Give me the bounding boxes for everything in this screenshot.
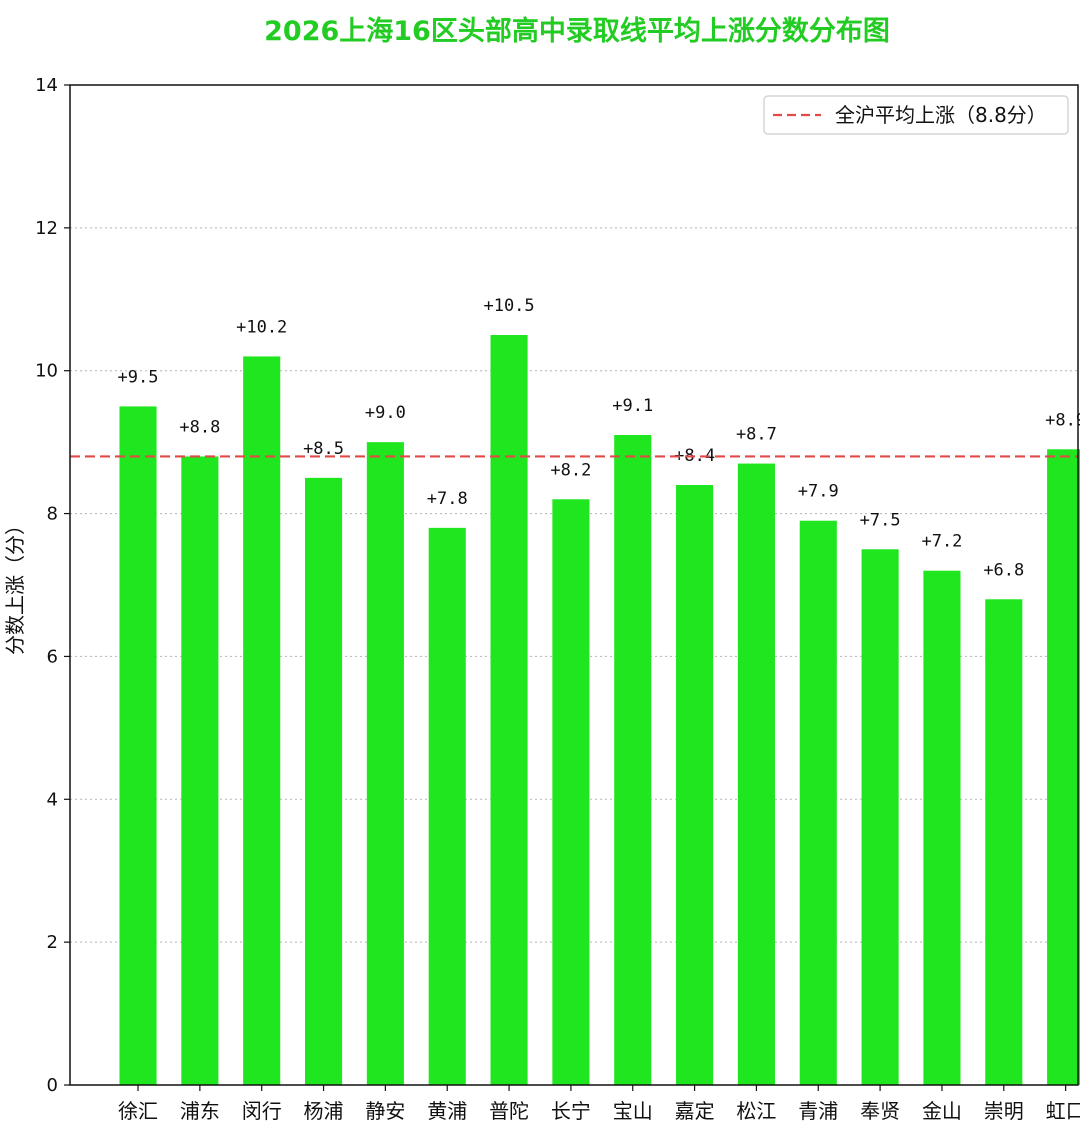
bar-闵行 xyxy=(243,356,281,1085)
x-tick-label: 浦东 xyxy=(180,1099,220,1123)
data-label: +7.5 xyxy=(860,510,901,530)
grid-lines xyxy=(70,227,1078,943)
data-label: +8.8 xyxy=(179,417,220,437)
bar-series xyxy=(119,335,1080,1086)
data-label: +7.2 xyxy=(921,532,962,552)
x-tick-label: 奉贤 xyxy=(860,1099,900,1123)
bar-崇明 xyxy=(985,599,1023,1085)
data-label: +8.9 xyxy=(1045,410,1080,430)
y-tick-label: 6 xyxy=(47,646,58,667)
bar-嘉定 xyxy=(676,485,714,1085)
y-axis-label: 分数上涨（分） xyxy=(3,515,27,655)
y-tick-label: 14 xyxy=(35,75,58,96)
x-tick-label: 宝山 xyxy=(613,1099,653,1123)
data-label: +8.2 xyxy=(550,460,591,480)
bar-长宁 xyxy=(552,499,590,1085)
y-axis-ticks: 0 2 4 6 8 10 12 14 xyxy=(35,75,70,1096)
x-tick-label: 青浦 xyxy=(798,1099,838,1123)
legend: 全沪平均上涨（8.8分） xyxy=(763,95,1069,135)
x-tick-label: 杨浦 xyxy=(304,1099,344,1123)
bar-浦东 xyxy=(181,456,219,1085)
y-tick-label: 8 xyxy=(47,504,58,525)
bar-虹口 xyxy=(1047,449,1080,1085)
plot-frame xyxy=(69,84,1079,1086)
x-tick-label: 闵行 xyxy=(242,1099,282,1123)
bar-金山 xyxy=(923,570,961,1085)
chart-title: 2026上海16区头部高中录取线平均上涨分数分布图 xyxy=(264,15,890,47)
x-tick-label: 松江 xyxy=(736,1099,776,1123)
x-tick-label: 金山 xyxy=(922,1099,962,1123)
data-label: +9.1 xyxy=(612,396,653,416)
data-label: +10.2 xyxy=(236,317,287,337)
x-tick-label: 黄浦 xyxy=(427,1099,467,1123)
data-label: +10.5 xyxy=(483,296,534,316)
data-label: +9.5 xyxy=(118,367,159,387)
data-label: +7.9 xyxy=(798,482,839,502)
y-tick-label: 12 xyxy=(35,218,58,239)
data-label: +6.8 xyxy=(983,560,1024,580)
bar-普陀 xyxy=(490,335,528,1085)
bar-青浦 xyxy=(799,520,837,1085)
legend-label: 全沪平均上涨（8.8分） xyxy=(835,103,1047,127)
bar-松江 xyxy=(737,463,775,1086)
legend-box xyxy=(763,95,1069,135)
data-labels: +9.5 +8.8 +10.2 +8.5 +9.0 +7.8 +10.5 +8.2 +9.1 +8… xyxy=(118,296,1080,580)
x-tick-label: 静安 xyxy=(365,1099,405,1123)
data-label: +8.7 xyxy=(736,425,777,445)
x-tick-label: 普陀 xyxy=(489,1099,529,1123)
bar-静安 xyxy=(366,442,404,1086)
bar-黄浦 xyxy=(428,527,466,1085)
y-tick-label: 2 xyxy=(47,932,58,953)
bar-宝山 xyxy=(614,435,652,1085)
data-label: +9.0 xyxy=(365,403,406,423)
y-tick-label: 4 xyxy=(47,789,58,810)
bar-奉贤 xyxy=(861,549,899,1085)
y-tick-label: 10 xyxy=(35,361,58,382)
x-axis-ticks: 徐汇 浦东 闵行 杨浦 静安 黄浦 普陀 长宁 宝山 嘉定 松江 青浦 奉贤 金山 崇明 虹口 xyxy=(118,1085,1080,1123)
bar-杨浦 xyxy=(304,477,343,1085)
x-tick-label: 徐汇 xyxy=(118,1099,158,1123)
y-tick-label: 0 xyxy=(47,1075,58,1096)
x-tick-label: 虹口 xyxy=(1046,1099,1080,1123)
bar-徐汇 xyxy=(119,406,157,1085)
x-tick-label: 嘉定 xyxy=(675,1099,715,1123)
data-label: +7.8 xyxy=(427,489,468,509)
data-label: +8.5 xyxy=(303,439,344,459)
x-tick-label: 长宁 xyxy=(551,1099,591,1123)
x-tick-label: 崇明 xyxy=(984,1099,1024,1123)
